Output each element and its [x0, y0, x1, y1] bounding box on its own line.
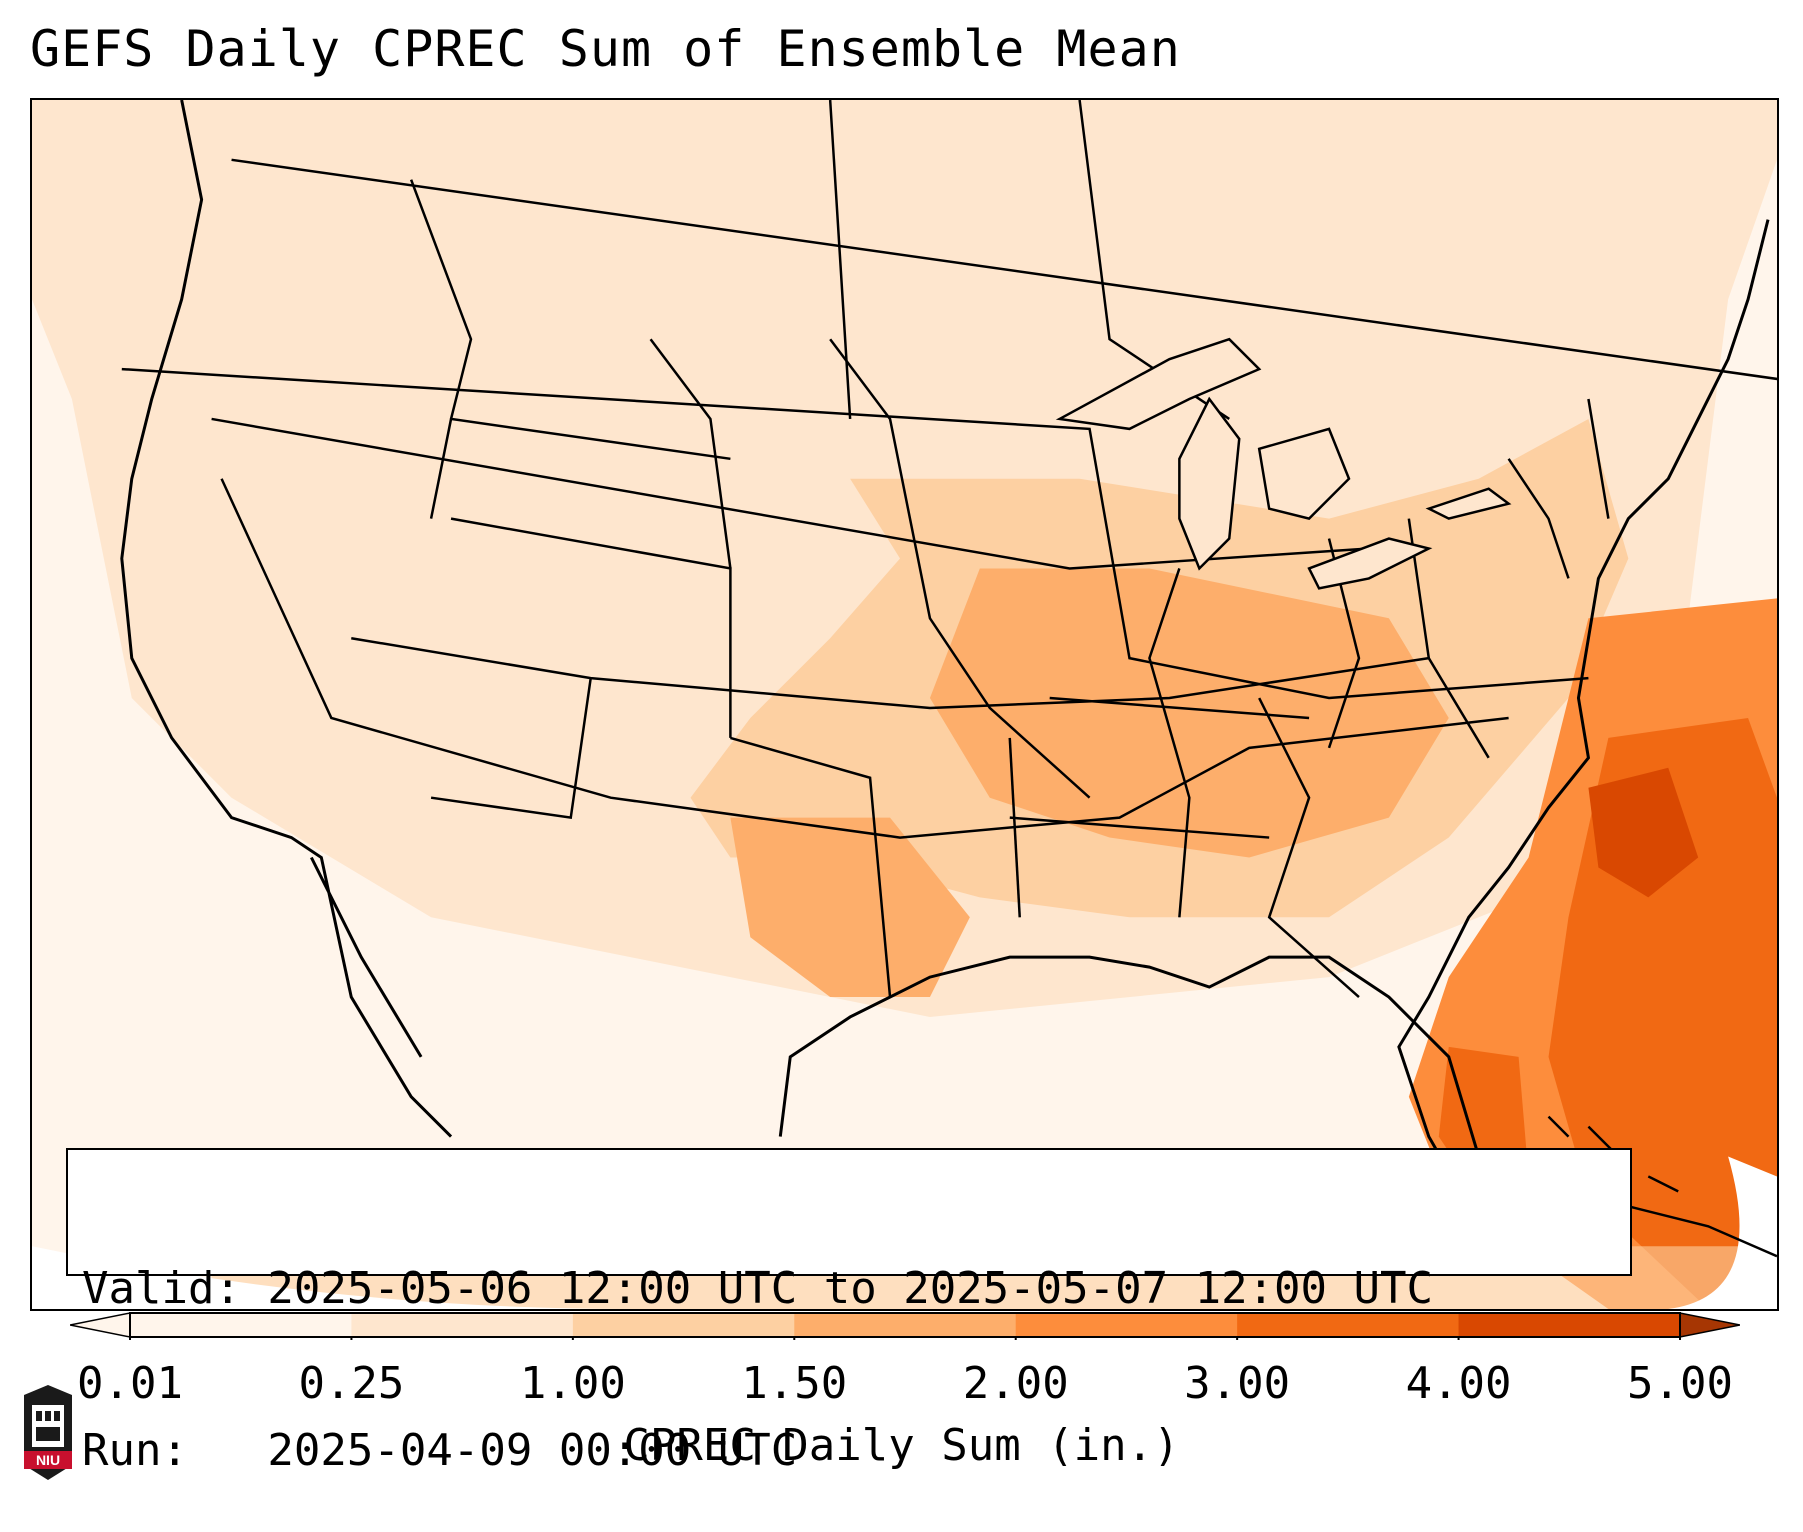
- heavy-precip-zone-texas: [730, 817, 970, 998]
- colorbar-segments: [130, 1313, 1681, 1337]
- colorbar-segment: [1015, 1313, 1238, 1337]
- run-time-text: Run: 2025-04-09 00:00 UTC: [82, 1425, 798, 1476]
- niu-logo: NIU: [24, 1385, 72, 1480]
- colorbar-segment: [572, 1313, 795, 1337]
- map-panel[interactable]: [30, 98, 1779, 1311]
- colorbar-segment: [351, 1313, 574, 1337]
- colorbar-segment: [794, 1313, 1017, 1337]
- pacific-coastline: [120, 100, 453, 1138]
- colorbar-tick-label: 2.00: [962, 1358, 1069, 1409]
- colorbar-ticks: [129, 1337, 1681, 1340]
- colorbar-tick-label: 0.01: [77, 1358, 183, 1409]
- colorbar-extend-low: [70, 1312, 131, 1338]
- colorbar-tick-label: 5.00: [1627, 1358, 1733, 1409]
- validity-info-box: Valid: 2025-05-06 12:00 UTC to 2025-05-0…: [66, 1148, 1632, 1476]
- heavy-precip-zone-east: [929, 568, 1449, 858]
- colorbar-tick-label: 1.50: [741, 1358, 848, 1409]
- atlantic-max-zone: [1588, 767, 1699, 898]
- colorbar-segment: [1458, 1313, 1681, 1337]
- projection-edge-se: [1668, 1156, 1777, 1309]
- colorbar-tick-label: 4.00: [1405, 1358, 1512, 1409]
- great-lakes: [1055, 337, 1512, 590]
- colorbar-tick-label: 3.00: [1184, 1358, 1291, 1409]
- valid-time-text: Valid: 2025-05-06 12:00 UTC to 2025-05-0…: [82, 1263, 1434, 1314]
- colorbar-segment: [1237, 1313, 1460, 1337]
- precip-map: [32, 100, 1777, 1309]
- colorbar: [70, 1312, 1740, 1340]
- colorbar-label: CPREC Daily Sum (in.): [623, 1420, 1180, 1471]
- colorbar-outline: [129, 1312, 1681, 1338]
- colorbar-segment: [130, 1313, 352, 1337]
- svg-text:NIU: NIU: [36, 1452, 60, 1468]
- state-borders: [121, 100, 1777, 998]
- map-title: GEFS Daily CPREC Sum of Ensemble Mean: [30, 20, 1181, 78]
- gulf-atlantic-coastline: [778, 219, 1770, 1211]
- caribbean-islands: [1547, 1115, 1777, 1258]
- colorbar-extend-high: [1679, 1312, 1740, 1338]
- projection-edge-sw: [32, 1246, 631, 1309]
- colorbar-tick-label: 1.00: [519, 1358, 626, 1409]
- colorbar-tick-label: 0.25: [298, 1358, 405, 1409]
